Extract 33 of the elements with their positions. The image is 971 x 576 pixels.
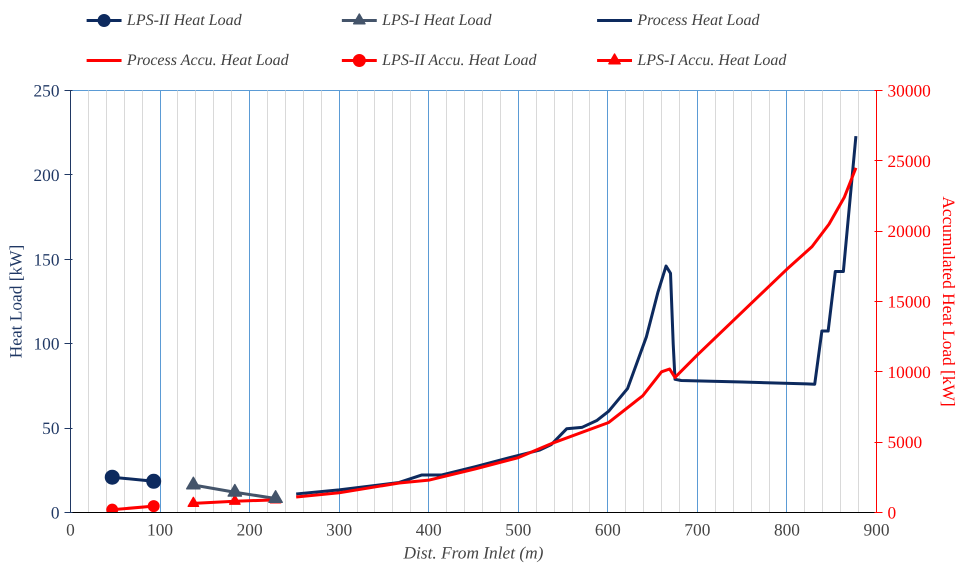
legend-label: LPS-I Accu. Heat Load [636,52,788,69]
legend-label: LPS-II Accu. Heat Load [381,52,538,69]
y-tick-label: 200 [34,166,60,185]
y-tick-label: 250 [34,82,60,100]
x-tick-label: 100 [147,520,174,540]
legend-label: Process Accu. Heat Load [126,52,290,69]
x-tick-label: 900 [864,520,890,540]
y2-tick-label: 25000 [888,152,931,171]
legend-label: Process Heat Load [636,12,760,29]
x-tick-label: 400 [416,520,442,540]
legend-label: LPS-I Heat Load [381,12,492,29]
x-tick-label: 200 [236,520,263,540]
y2-axis-title: Accumulated Heat Load [kW] [938,196,958,407]
y-axis-title: Heat Load [kW] [6,244,26,358]
x-tick-label: 300 [326,520,352,540]
x-axis-title: Dist. From Inlet (m) [402,544,544,562]
y-tick-label: 150 [34,250,60,270]
point [187,496,200,508]
y2-tick-label: 5000 [888,433,922,452]
x-tick-label: 600 [594,520,621,540]
y-tick-label: 0 [50,504,60,522]
x-tick-label: 0 [66,520,75,540]
x-tick-label: 500 [505,520,532,540]
y2-tick-label: 30000 [888,82,931,100]
y-tick-label: 50 [42,419,60,438]
y2-tick-label: 20000 [888,222,931,242]
y2-tick-label: 10000 [888,362,931,382]
legend-label: LPS-II Heat Load [126,12,243,29]
y2-tick-label: 15000 [888,292,931,312]
y-tick-label: 100 [34,334,60,354]
y2-tick-label: 0 [888,504,896,522]
x-tick-label: 800 [774,520,800,540]
x-tick-label: 700 [684,520,710,540]
